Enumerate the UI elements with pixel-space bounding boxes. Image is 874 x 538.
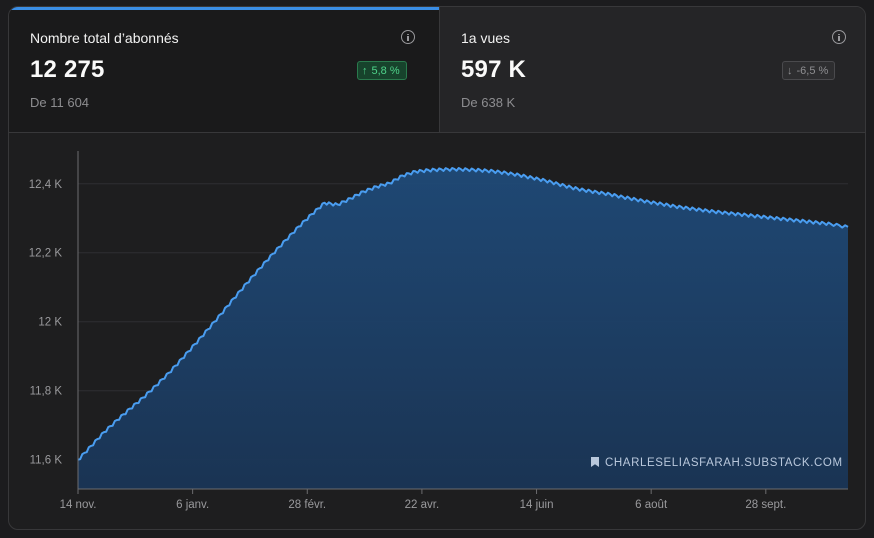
bookmark-icon: [591, 457, 599, 467]
change-value: 5,8 %: [371, 65, 400, 77]
metric-card-views[interactable]: 1a vues 597 K ↓ -6,5 % De 638 K: [439, 7, 865, 132]
previous-value: De 638 K: [461, 95, 516, 110]
y-tick-label: 12,4 K: [29, 179, 63, 191]
metric-label: Nombre total d’abonnés: [30, 30, 179, 46]
x-tick-label: 14 juin: [520, 499, 554, 511]
area-fill: [78, 168, 848, 489]
dashboard-panel: Nombre total d’abonnés 12 275 ↑ 5,8 % De …: [8, 6, 866, 530]
change-badge: ↑ 5,8 %: [357, 61, 407, 80]
arrow-up-icon: ↑: [362, 65, 368, 77]
watermark-text: CHARLESELIASFARAH.SUBSTACK.COM: [605, 457, 843, 469]
y-tick-label: 12 K: [38, 317, 62, 329]
arrow-down-icon: ↓: [787, 65, 793, 77]
subscriber-area-chart[interactable]: 11,6 K 11,8 K 12 K 12,2 K 12,4 K 14 nov. 6 jan…: [9, 133, 866, 530]
x-tick-label: 14 nov.: [60, 499, 97, 511]
metric-value: 12 275: [30, 56, 105, 83]
previous-value: De 11 604: [30, 95, 90, 110]
x-tick-label: 28 févr.: [288, 499, 326, 511]
y-tick-label: 11,6 K: [30, 455, 63, 467]
metric-value: 597 K: [461, 56, 527, 83]
y-tick-label: 12,2 K: [29, 248, 63, 260]
info-icon[interactable]: [401, 30, 415, 44]
metric-label: 1a vues: [461, 30, 511, 46]
x-tick-label: 22 avr.: [405, 499, 440, 511]
y-tick-label: 11,8 K: [30, 386, 63, 398]
x-tick-label: 6 janv.: [176, 499, 209, 511]
x-tick-label: 6 août: [635, 499, 668, 511]
watermark: CHARLESELIASFARAH.SUBSTACK.COM: [591, 457, 843, 469]
info-icon[interactable]: [832, 30, 846, 44]
change-badge: ↓ -6,5 %: [782, 61, 836, 80]
metric-card-subscribers[interactable]: Nombre total d’abonnés 12 275 ↑ 5,8 % De …: [9, 7, 439, 132]
active-tab-indicator: [9, 7, 439, 10]
change-value: -6,5 %: [796, 65, 829, 77]
x-tick-label: 28 sept.: [745, 499, 786, 511]
metric-cards: Nombre total d’abonnés 12 275 ↑ 5,8 % De …: [9, 7, 865, 133]
series-line: [77, 167, 849, 461]
